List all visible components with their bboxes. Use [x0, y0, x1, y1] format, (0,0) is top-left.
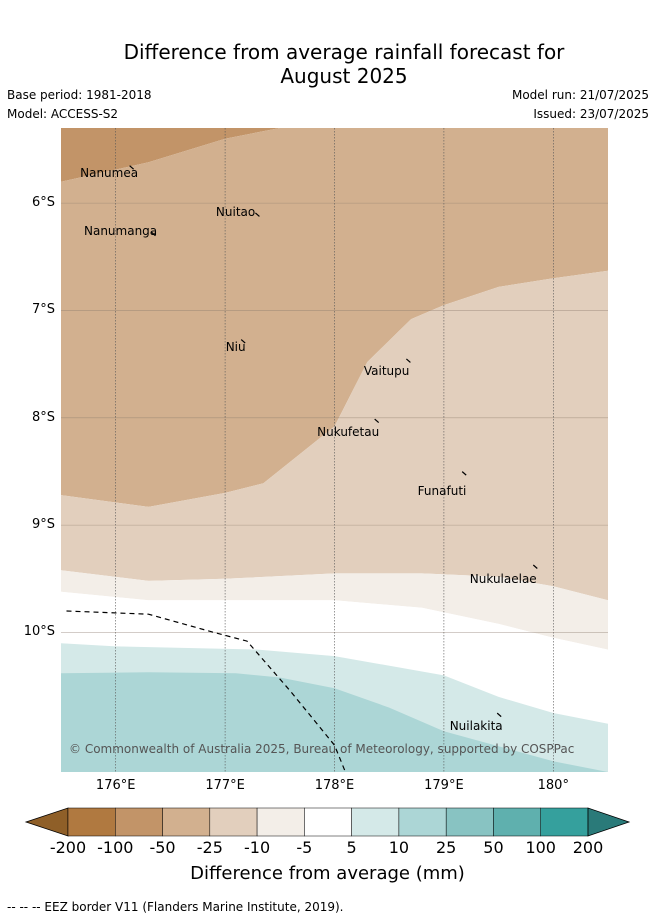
colorbar-tick-label: -25 — [196, 838, 223, 857]
model-text: Model: ACCESS-S2 — [7, 107, 119, 121]
colorbar-tick-label: 50 — [483, 838, 504, 857]
place-label: Niu — [225, 339, 246, 354]
island-shape — [374, 418, 380, 423]
model-run-text: Model run: 21/07/2025 — [511, 88, 649, 102]
colorbar-tick-label: 200 — [572, 838, 604, 857]
island-shape — [255, 212, 260, 217]
lon-label-180: 180° — [537, 778, 569, 793]
lat-label-7s: 7°S — [31, 302, 55, 318]
island-shape — [532, 564, 538, 569]
island-markers — [129, 165, 538, 718]
colorbar-tick-label: -100 — [97, 838, 134, 857]
island-shape — [151, 231, 156, 237]
place-label: Vaitupu — [363, 363, 410, 378]
place-label: Nanumea — [80, 165, 139, 180]
rainfall-region-2 — [61, 270, 608, 601]
colorbar-swatch — [493, 807, 541, 837]
colorbar-extend-low — [24, 807, 69, 837]
island-shape — [129, 165, 135, 170]
colorbar-tick-label: -200 — [49, 838, 87, 857]
map-title-line1: Difference from average rainfall forecas… — [123, 40, 565, 64]
rainfall-region-4 — [61, 591, 608, 724]
colorbar-swatch — [540, 807, 589, 837]
colorbar-tick-label: -10 — [244, 838, 271, 857]
island-shape — [496, 712, 502, 718]
lon-label-179e: 179°E — [424, 778, 464, 793]
place-label: Nukufetau — [317, 425, 380, 440]
place-label: Nuilakita — [449, 719, 503, 734]
colorbar-swatch — [398, 807, 447, 837]
place-label: Nukulaelae — [469, 571, 537, 586]
colorbar-swatch — [351, 807, 400, 837]
colorbar-swatch — [115, 807, 163, 837]
colorbar-tick-label: -5 — [296, 838, 313, 857]
island-shape — [461, 471, 467, 476]
colorbar-extend-high — [587, 807, 631, 837]
colorbar-title: Difference from average (mm) — [190, 863, 465, 884]
colorbar-tick-label: -50 — [149, 838, 176, 857]
island-shape — [405, 358, 411, 363]
island-shape — [240, 339, 246, 344]
map-title: Difference from average rainfall forecas… — [0, 40, 655, 88]
lon-label-178e: 178°E — [314, 778, 355, 793]
colorbar-tick-label: 100 — [525, 838, 556, 857]
issued-text: Issued: 23/07/2025 — [533, 107, 649, 121]
colorbar-swatch — [162, 807, 211, 837]
colorbar-swatch — [256, 807, 305, 837]
lon-label-176e: 176°E — [95, 778, 136, 793]
map-gridlines — [61, 128, 608, 772]
colorbar-tick-label: 25 — [435, 838, 457, 857]
lat-label-10s: 10°S — [23, 624, 55, 640]
rainfall-region-3 — [61, 570, 608, 650]
lat-label-8s: 8°S — [31, 409, 55, 425]
colorbar-swatch — [304, 807, 352, 837]
base-period-text: Base period: 1981-2018 — [7, 88, 152, 102]
rainfall-regions — [61, 128, 608, 772]
eez-footer-note: -- -- -- EEZ border V11 (Flanders Marine… — [7, 900, 344, 914]
eez-border — [66, 610, 346, 772]
copyright-text: © Commonwealth of Australia 2025, Bureau… — [69, 742, 575, 756]
place-label: Nanumanga — [83, 224, 158, 239]
colorbar — [24, 807, 631, 837]
lat-label-6s: 6°S — [31, 195, 55, 211]
colorbar-swatch — [209, 807, 258, 837]
colorbar-swatch — [445, 807, 494, 837]
place-label: Nuitao — [215, 204, 256, 219]
colorbar-swatch — [67, 807, 116, 837]
lat-label-9s: 9°S — [31, 517, 55, 533]
eez-border-line — [66, 610, 346, 772]
colorbar-tick-label: 5 — [346, 838, 357, 857]
place-label: Funafuti — [417, 483, 467, 498]
lon-label-177e: 177°E — [205, 778, 245, 793]
map-title-line2: August 2025 — [280, 64, 408, 88]
colorbar-tick-label: 10 — [388, 838, 410, 857]
